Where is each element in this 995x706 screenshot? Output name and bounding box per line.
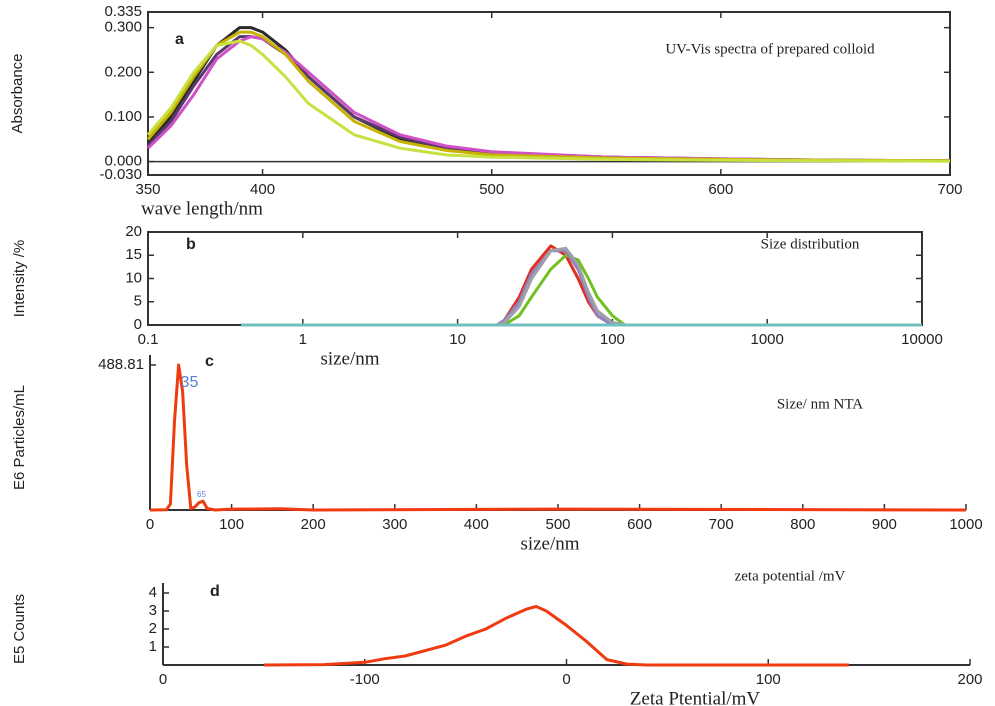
plot-frame <box>147 11 951 176</box>
data-line <box>263 605 849 667</box>
x-tick-label: 500 <box>479 181 504 198</box>
panel-title: Size distribution <box>761 236 860 252</box>
y-tick-label: 2 <box>149 620 157 637</box>
peak-label: 35 <box>181 374 199 391</box>
data-line <box>241 253 922 327</box>
y-tick-label: 1 <box>149 638 157 655</box>
y-tick-label: 0.000 <box>104 153 142 170</box>
x-tick-label: 200 <box>957 671 982 688</box>
x-tick-label: 0 <box>562 671 570 688</box>
x-axis-label: wave length/nm <box>141 198 263 219</box>
x-tick-label: 400 <box>250 181 275 198</box>
panel-title: Size/ nm NTA <box>777 396 863 412</box>
x-tick-label: 1000 <box>751 331 784 348</box>
y-tick-label: 20 <box>125 223 142 240</box>
y-tick-label: 0 <box>134 316 142 333</box>
y-tick-label: 0.335 <box>104 3 142 20</box>
x-axis-label: size/nm <box>520 533 579 554</box>
y-tick-label: 0.100 <box>104 108 142 125</box>
x-tick-label: 1 <box>299 331 307 348</box>
y-tick-label: 5 <box>134 293 142 310</box>
y-tick-label: 3 <box>149 602 157 619</box>
y-axis-label: Absorbance <box>9 53 26 133</box>
data-line <box>149 363 967 512</box>
y-axis-label: Intensity /% <box>11 240 28 318</box>
x-tick-label: 200 <box>301 516 326 533</box>
x-tick-label: 600 <box>627 516 652 533</box>
x-tick-label: 10000 <box>901 331 943 348</box>
panel-letter: d <box>210 583 220 600</box>
x-axis-label: Zeta Ptential/mV <box>630 688 761 706</box>
y-tick-label: 488.81 <box>98 356 144 373</box>
x-tick-label: 100 <box>756 671 781 688</box>
x-tick-label: 0 <box>159 671 167 688</box>
panel-letter: b <box>186 236 196 253</box>
x-tick-label: 0 <box>146 516 154 533</box>
y-axis-label: E5 Counts <box>11 594 28 664</box>
data-line <box>146 39 951 163</box>
x-tick-label: 100 <box>600 331 625 348</box>
x-tick-label: -100 <box>350 671 380 688</box>
y-axis-label: E6 Particles/mL <box>11 385 28 490</box>
panel-letter: c <box>205 353 214 370</box>
y-tick-label: 10 <box>125 269 142 286</box>
peak-label: 65 <box>197 490 206 499</box>
x-axis-label: size/nm <box>320 348 379 369</box>
x-tick-label: 500 <box>545 516 570 533</box>
x-tick-label: 800 <box>790 516 815 533</box>
panel-title: UV-Vis spectra of prepared colloid <box>665 41 875 57</box>
x-tick-label: 100 <box>219 516 244 533</box>
x-tick-label: 900 <box>872 516 897 533</box>
x-tick-label: 0.1 <box>138 331 159 348</box>
y-tick-label: 4 <box>149 584 157 601</box>
x-tick-label: 600 <box>708 181 733 198</box>
y-tick-label: 0.200 <box>104 63 142 80</box>
x-tick-label: 350 <box>135 181 160 198</box>
y-tick-label: 15 <box>125 246 142 263</box>
x-tick-label: 10 <box>449 331 466 348</box>
y-tick-label: -0.030 <box>99 166 142 183</box>
panel-title: zeta potential /mV <box>735 568 846 584</box>
y-tick-label: 0.300 <box>104 19 142 36</box>
x-tick-label: 1000 <box>949 516 982 533</box>
x-tick-label: 400 <box>464 516 489 533</box>
x-tick-label: 700 <box>937 181 962 198</box>
panel-letter: a <box>175 31 184 48</box>
x-tick-label: 700 <box>709 516 734 533</box>
data-line <box>241 244 922 327</box>
x-tick-label: 300 <box>382 516 407 533</box>
